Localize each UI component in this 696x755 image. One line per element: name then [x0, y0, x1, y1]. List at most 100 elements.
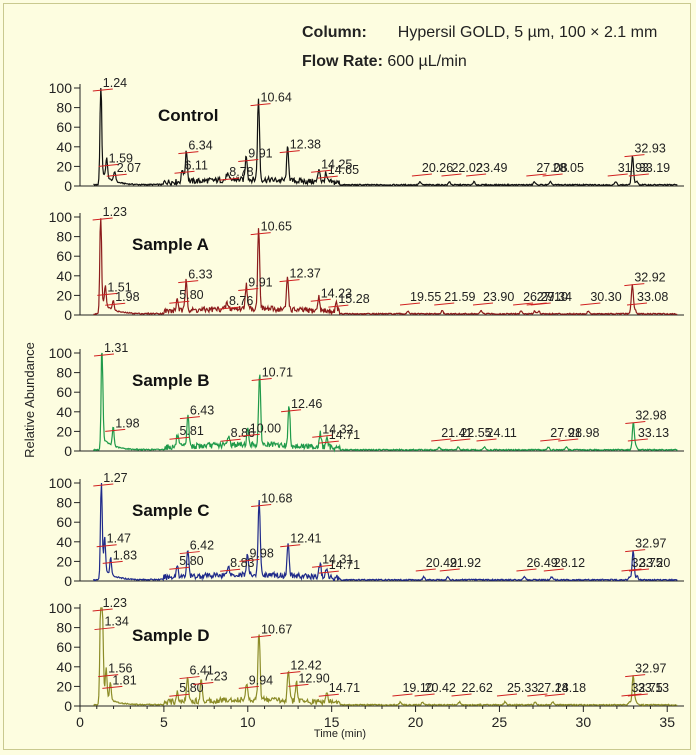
- peak-label: 5.80: [179, 681, 203, 695]
- y-tick-label: 80: [56, 229, 72, 245]
- peak-leader-mark: [178, 151, 199, 155]
- peak-leader-mark: [628, 173, 649, 177]
- peak-leader-mark: [439, 568, 460, 572]
- peak-leader-mark: [625, 421, 646, 425]
- peak-leader-mark: [317, 175, 338, 179]
- peak-label: 1.56: [108, 662, 132, 676]
- peak-label: 12.38: [290, 138, 321, 152]
- peak-label: 1.27: [103, 471, 127, 485]
- x-tick-label: 0: [76, 714, 84, 730]
- peak-leader-mark: [92, 608, 113, 612]
- peak-leader-mark: [102, 685, 123, 689]
- peak-label: 1.81: [112, 673, 136, 687]
- trace-control: [93, 87, 678, 187]
- peak-leader-mark: [450, 438, 471, 442]
- figure-frame: [3, 3, 691, 750]
- peak-label: 32.75: [631, 681, 662, 695]
- peak-leader-mark: [288, 683, 309, 687]
- y-tick-label: 60: [56, 514, 72, 530]
- peak-label: 27.91: [550, 426, 581, 440]
- column-label: Column:: [302, 24, 367, 41]
- peak-leader-mark: [105, 428, 126, 432]
- peak-leader-mark: [102, 560, 123, 564]
- x-tick-label: 35: [659, 714, 675, 730]
- column-info: Column: Hypersil GOLD, 5 µm, 100 × 2.1 m…: [302, 24, 657, 42]
- peak-leader-mark: [179, 551, 200, 555]
- peak-leader-mark: [431, 438, 452, 442]
- peak-label: 23.49: [476, 161, 507, 175]
- peak-label: 25.33: [507, 681, 538, 695]
- peak-leader-mark: [627, 438, 648, 442]
- peak-leader-mark: [178, 280, 199, 284]
- peak-label: 1.47: [107, 532, 131, 546]
- peak-leader-mark: [530, 302, 551, 306]
- peak-leader-mark: [220, 438, 241, 442]
- peak-label: 21.59: [444, 290, 475, 304]
- peak-leader-mark: [625, 674, 646, 678]
- peak-leader-mark: [179, 416, 200, 420]
- peak-label: 5.81: [179, 424, 203, 438]
- x-tick-label: 30: [576, 714, 592, 730]
- peak-leader-mark: [169, 693, 190, 697]
- peak-leader-mark: [174, 170, 195, 174]
- peak-label: 10.64: [261, 91, 292, 105]
- peak-label: 28.05: [553, 161, 584, 175]
- peak-leader-mark: [414, 693, 435, 697]
- x-tick-label: 25: [492, 714, 508, 730]
- peak-leader-mark: [92, 88, 113, 92]
- y-tick-label: 80: [56, 365, 72, 381]
- peak-leader-mark: [542, 173, 563, 177]
- peak-label: 10.68: [261, 492, 292, 506]
- peak-label: 14.25: [321, 157, 352, 171]
- y-tick-label: 40: [56, 659, 72, 675]
- peak-leader-mark: [624, 154, 645, 158]
- peak-label: 6.41: [190, 664, 214, 678]
- peak-leader-mark: [279, 150, 300, 154]
- peak-leader-mark: [280, 544, 301, 548]
- peak-leader-mark: [543, 568, 564, 572]
- peak-leader-mark: [220, 568, 241, 572]
- peak-label: 32.97: [635, 662, 666, 676]
- peak-leader-mark: [93, 353, 115, 357]
- peak-label: 32.92: [634, 271, 665, 285]
- peak-label: 33.13: [638, 681, 669, 695]
- peak-label: 22.55: [460, 426, 491, 440]
- peak-leader-mark: [544, 693, 565, 697]
- peak-label: 15.28: [338, 292, 369, 306]
- peak-leader-mark: [311, 169, 332, 173]
- peak-leader-mark: [169, 436, 190, 440]
- peak-label: 22.62: [462, 681, 493, 695]
- y-tick-label: 40: [56, 139, 72, 155]
- peak-label: 6.43: [190, 404, 214, 418]
- peak-leader-mark: [411, 173, 432, 177]
- y-tick-label: 100: [49, 475, 73, 491]
- peak-label: 12.46: [291, 397, 322, 411]
- peak-leader-mark: [105, 302, 126, 306]
- y-tick-label: 0: [64, 698, 72, 714]
- y-tick-label: 40: [56, 404, 72, 420]
- peak-label: 7.23: [203, 669, 227, 683]
- series-name-label: Sample C: [132, 501, 209, 520]
- peak-label: 27.14: [537, 681, 568, 695]
- peak-label: 14.71: [329, 558, 360, 572]
- flow-rate-label: Flow Rate:: [302, 53, 383, 70]
- peak-leader-mark: [279, 279, 300, 283]
- trace-sample-c: [92, 482, 678, 582]
- peak-leader-mark: [312, 434, 333, 438]
- trace-sample-b: [92, 352, 678, 453]
- peak-leader-mark: [328, 304, 349, 308]
- peak-label: 33.13: [638, 426, 669, 440]
- peak-leader-mark: [451, 693, 472, 697]
- peak-leader-mark: [97, 292, 118, 296]
- y-tick-label: 80: [56, 495, 72, 511]
- peak-label: 20.42: [425, 681, 456, 695]
- x-axis-title: Time (min): [314, 728, 366, 740]
- peak-label: 27.34: [541, 290, 572, 304]
- peak-leader-mark: [496, 693, 518, 697]
- peak-leader-mark: [624, 283, 645, 287]
- peak-leader-mark: [558, 438, 579, 442]
- peak-label: 21.41: [441, 426, 472, 440]
- peak-leader-mark: [540, 438, 561, 442]
- peak-leader-mark: [513, 302, 534, 306]
